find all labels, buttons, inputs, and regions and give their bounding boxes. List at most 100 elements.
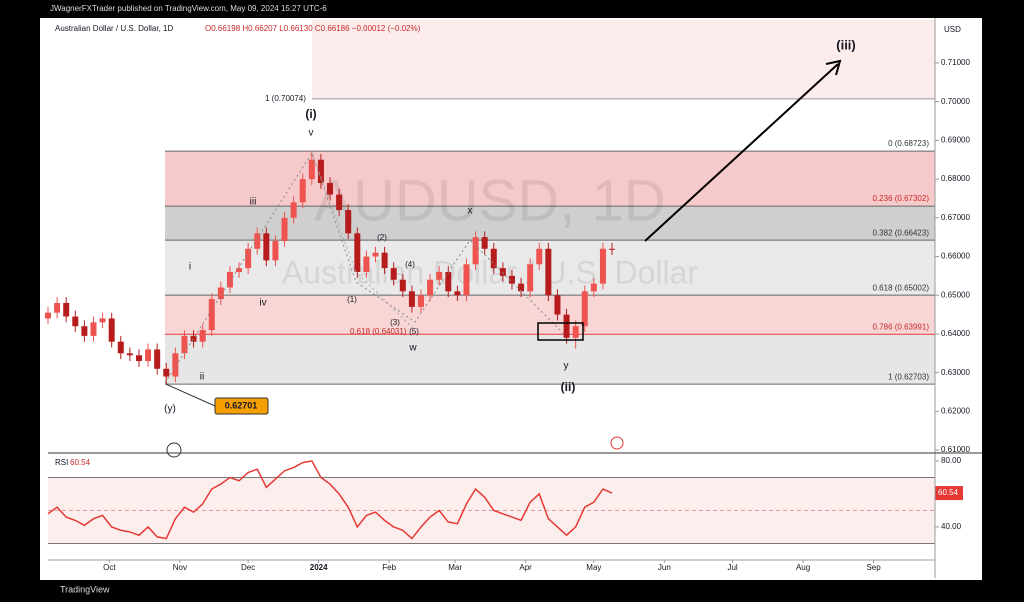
candle-body	[327, 182, 334, 195]
wave-label: i	[189, 262, 191, 273]
fib-label: 1 (0.70074)	[265, 94, 306, 103]
footer-logo: TradingView	[60, 584, 110, 594]
chart-title: Australian Dollar / U.S. Dollar, 1D	[55, 24, 173, 33]
candle-body	[308, 159, 315, 180]
candle-body	[117, 341, 124, 354]
ohlc-header: O0.66198 H0.66207 L0.66130 C0.66186 −0.0…	[205, 24, 421, 33]
candle-body	[572, 326, 579, 338]
candle-body	[354, 233, 361, 272]
price-tick-label: 0.69000	[941, 135, 970, 144]
wave-label: (1)	[347, 295, 357, 304]
price-tick-label: 0.67000	[941, 213, 970, 222]
candle-body	[563, 314, 570, 338]
candle-body	[245, 248, 252, 269]
wave-label: w	[408, 343, 417, 354]
candle-body	[590, 283, 597, 292]
time-tick-label: Jul	[727, 563, 737, 572]
inner-fib-label: 0.618 (0.64031)	[350, 327, 407, 336]
publisher: JWagnerFXTrader published on TradingView…	[50, 4, 327, 13]
fib-label: 0.382 (0.66423)	[873, 228, 930, 237]
candle-body	[45, 312, 51, 319]
wave-label: (i)	[305, 107, 316, 121]
currency: USD	[944, 25, 961, 34]
candle-body	[609, 248, 616, 250]
candle-body	[527, 264, 534, 292]
rsi-tick-label: 40.00	[941, 522, 962, 531]
time-tick-label: 2024	[310, 563, 328, 572]
candle-body	[199, 330, 206, 342]
watermark-symbol: AUDUSD, 1D	[314, 168, 665, 233]
candle-body	[390, 268, 397, 280]
candle-body	[263, 233, 270, 261]
candle-body	[181, 335, 188, 354]
wave-label: (2)	[377, 233, 387, 242]
candle-body	[172, 353, 179, 377]
wave-label: (4)	[405, 260, 415, 269]
candle-body	[463, 264, 470, 296]
candle-body	[363, 256, 370, 272]
fib-top-zone	[312, 20, 935, 99]
tag-leader	[165, 383, 216, 407]
rsi-name: RSI	[55, 458, 68, 467]
wave-label: iii	[250, 197, 257, 208]
candle-body	[499, 268, 506, 276]
candle-body	[599, 248, 606, 284]
candle-body	[445, 272, 452, 292]
candle-body	[126, 353, 133, 356]
price-tick-label: 0.70000	[941, 97, 970, 106]
fib-label: 0.618 (0.65002)	[873, 283, 930, 292]
candle-body	[336, 194, 343, 211]
candle-body	[154, 349, 161, 369]
candle-body	[135, 355, 142, 362]
rsi-legend-value: 60.54	[70, 458, 91, 467]
price-tick-label: 0.68000	[941, 174, 970, 183]
candle-body	[190, 335, 197, 342]
price-tick-label: 0.64000	[941, 329, 970, 338]
wave-label: (iii)	[836, 37, 856, 52]
wave-label: y	[564, 361, 569, 372]
rsi-tick-label: 80.00	[941, 456, 962, 465]
candle-body	[145, 349, 152, 362]
rsi-value-tag	[935, 486, 963, 501]
candle-body	[436, 272, 443, 280]
candle-body	[54, 302, 61, 313]
candle-body	[208, 299, 215, 331]
candle-body	[299, 179, 306, 203]
time-tick-label: Oct	[103, 563, 116, 572]
wave-label: (y)	[164, 404, 176, 415]
candle-body	[281, 217, 288, 242]
rsi-value-label: 60.54	[938, 488, 959, 497]
candle-body	[217, 287, 224, 300]
circle-icon	[166, 442, 182, 458]
candle-body	[254, 233, 261, 249]
candle-body	[481, 237, 488, 249]
time-tick-label: Feb	[382, 563, 396, 572]
projection-arrow	[644, 63, 839, 242]
time-tick-label: Nov	[173, 563, 187, 572]
wave-label: (5)	[409, 327, 419, 336]
wave-label: (3)	[390, 318, 400, 327]
fib-label: 0.786 (0.63991)	[873, 322, 930, 331]
wave-connector	[164, 151, 567, 384]
candle-body	[372, 252, 379, 257]
candle-body	[581, 291, 588, 327]
fib-zone	[165, 334, 935, 385]
candle-body	[345, 210, 352, 234]
candle-body	[108, 318, 115, 342]
fib-label: 0.236 (0.67302)	[873, 194, 930, 203]
time-tick-label: Mar	[448, 563, 462, 572]
wave-label: iv	[259, 298, 266, 309]
wave-label: ii	[200, 372, 204, 383]
time-tick-label: Aug	[796, 563, 810, 572]
candle-body	[399, 279, 406, 292]
channel-line	[311, 152, 416, 331]
price-tick-label: 0.62000	[941, 406, 970, 415]
price-tick-label: 0.65000	[941, 290, 970, 299]
wave-label: (ii)	[561, 380, 576, 394]
candle-body	[90, 322, 97, 336]
candle-body	[381, 252, 388, 269]
time-tick-label: Sep	[866, 563, 881, 572]
wave-label: v	[309, 128, 314, 139]
candle-body	[408, 291, 415, 307]
